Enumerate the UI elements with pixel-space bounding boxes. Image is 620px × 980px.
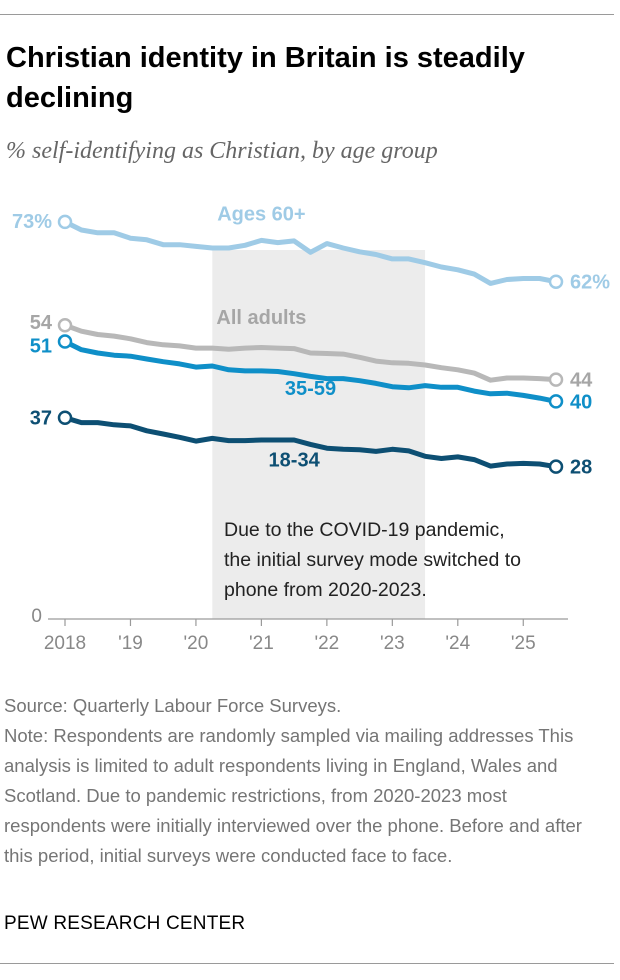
series-line: [62, 415, 559, 470]
series-labels: 73% 62% Ages 60+ 54 44 All adults 51 40 35-59 37 2…: [12, 204, 610, 479]
start-point-marker: [57, 214, 73, 230]
series-name-label: All adults: [216, 307, 306, 329]
annotation-text: Due to the COVID-19 pandemic, the initial…: [224, 519, 521, 601]
x-axis-ticks: 2018 '19 '20 '21 '22 '23 '24 '25: [44, 619, 536, 654]
series-end-label: 40: [570, 391, 592, 413]
series-end-label: 28: [570, 457, 592, 479]
series-end-label: 62%: [570, 272, 610, 294]
start-point-marker: [57, 317, 73, 333]
x-tick-label: '24: [445, 633, 470, 654]
series-lines: [57, 214, 564, 474]
y-zero-label: 0: [31, 606, 42, 627]
start-point-marker: [57, 334, 73, 349]
series-line: [62, 322, 559, 383]
chart-subtitle: % self-identifying as Christian, by age …: [6, 138, 438, 164]
series-name-label: Ages 60+: [217, 204, 305, 226]
methodology-note: Note: Respondents are randomly sampled v…: [4, 725, 582, 866]
series-end-label: 44: [570, 370, 593, 392]
x-tick-label: 2018: [44, 633, 86, 654]
series-name-label: 35-59: [285, 378, 336, 400]
bottom-rule: [0, 963, 614, 964]
chart-title: Christian identity in Britain is steadil…: [6, 42, 525, 114]
x-tick-label: '23: [380, 633, 405, 654]
covid-period-shading: [212, 250, 426, 619]
end-point-marker: [548, 394, 564, 409]
x-tick-label: '22: [314, 633, 339, 654]
series-start-label: 54: [30, 312, 53, 334]
footnotes: Source: Quarterly Labour Force Surveys. …: [4, 691, 604, 871]
series-start-label: 37: [30, 408, 52, 430]
end-point-marker: [548, 372, 564, 387]
line-chart: 0 2018 '19 '20 '21 '22 '23 '24 '25 73% 62% Ages 6…: [12, 204, 610, 654]
start-point-marker: [57, 410, 73, 425]
x-tick-label: '25: [511, 633, 536, 654]
pew-credit: PEW RESEARCH CENTER: [4, 913, 246, 934]
x-tick-label: '19: [118, 633, 143, 654]
series-start-label: 51: [30, 336, 52, 358]
top-rule: [0, 14, 614, 15]
end-point-marker: [548, 459, 564, 474]
series-start-label: 73%: [12, 211, 52, 233]
x-tick-label: '20: [184, 633, 209, 654]
source-note: Source: Quarterly Labour Force Surveys.: [4, 695, 342, 716]
covid-annotation: Due to the COVID-19 pandemic, the initial…: [224, 519, 521, 601]
x-tick-label: '21: [249, 633, 274, 654]
series-line: [62, 339, 559, 404]
series-line: [62, 219, 559, 286]
end-point-marker: [548, 274, 564, 289]
series-name-label: 18-34: [269, 450, 321, 472]
